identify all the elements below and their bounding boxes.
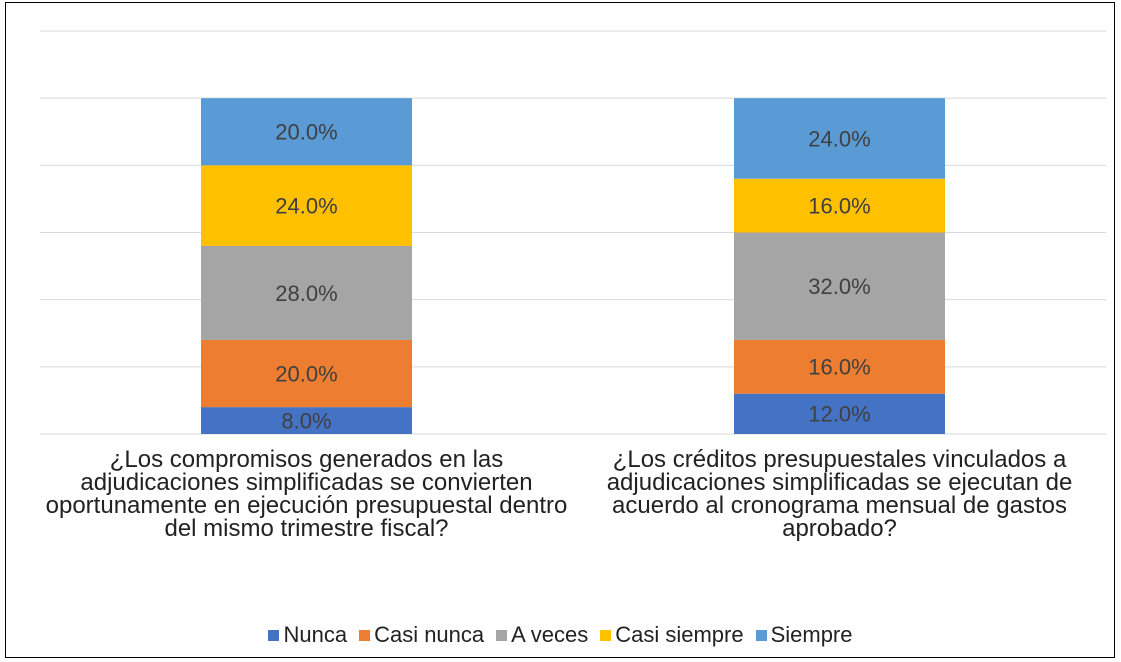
data-label: 16.0% — [808, 355, 870, 380]
legend-item: Casi siempre — [600, 622, 744, 648]
legend-swatch — [755, 629, 767, 641]
data-label: 8.0% — [281, 408, 331, 433]
data-label: 28.0% — [275, 281, 337, 306]
bar-segment — [734, 393, 945, 434]
data-label: 12.0% — [808, 402, 870, 427]
bar-segment — [734, 178, 945, 233]
chart-frame — [5, 2, 1115, 658]
data-label: 20.0% — [275, 120, 337, 145]
data-label: 20.0% — [275, 361, 337, 386]
x-tick-label: ¿Los compromisos generados en las adjudi… — [45, 446, 568, 542]
bar-segment — [201, 98, 412, 166]
legend: Nunca Casi nunca A veces Casi siempre Siempr… — [0, 622, 1121, 648]
legend-item: Nunca — [268, 622, 347, 648]
legend-label: A veces — [511, 622, 589, 647]
legend-item: Casi nunca — [359, 622, 484, 648]
legend-swatch — [268, 629, 280, 641]
bar-segment — [734, 98, 945, 179]
legend-item: Siempre — [755, 622, 853, 648]
legend-label: Casi siempre — [615, 622, 744, 647]
legend-label: Nunca — [283, 622, 348, 647]
x-tick-label: ¿Los créditos presupuestales vinculados … — [606, 446, 1073, 542]
legend-label: Casi nunca — [374, 622, 485, 647]
bar-segment — [201, 165, 412, 246]
bar-segment — [734, 232, 945, 340]
data-label: 24.0% — [808, 126, 870, 151]
legend-label: Siempre — [770, 622, 853, 647]
bar-segment — [734, 339, 945, 394]
data-label: 32.0% — [808, 274, 870, 299]
bar-segment — [201, 407, 412, 434]
data-label: 16.0% — [808, 193, 870, 218]
bar-segment — [201, 339, 412, 408]
legend-swatch — [600, 629, 612, 641]
legend-item: A veces — [496, 622, 588, 648]
legend-swatch — [359, 629, 371, 641]
bar-segment — [201, 245, 412, 340]
legend-swatch — [496, 629, 508, 641]
data-label: 24.0% — [275, 193, 337, 218]
